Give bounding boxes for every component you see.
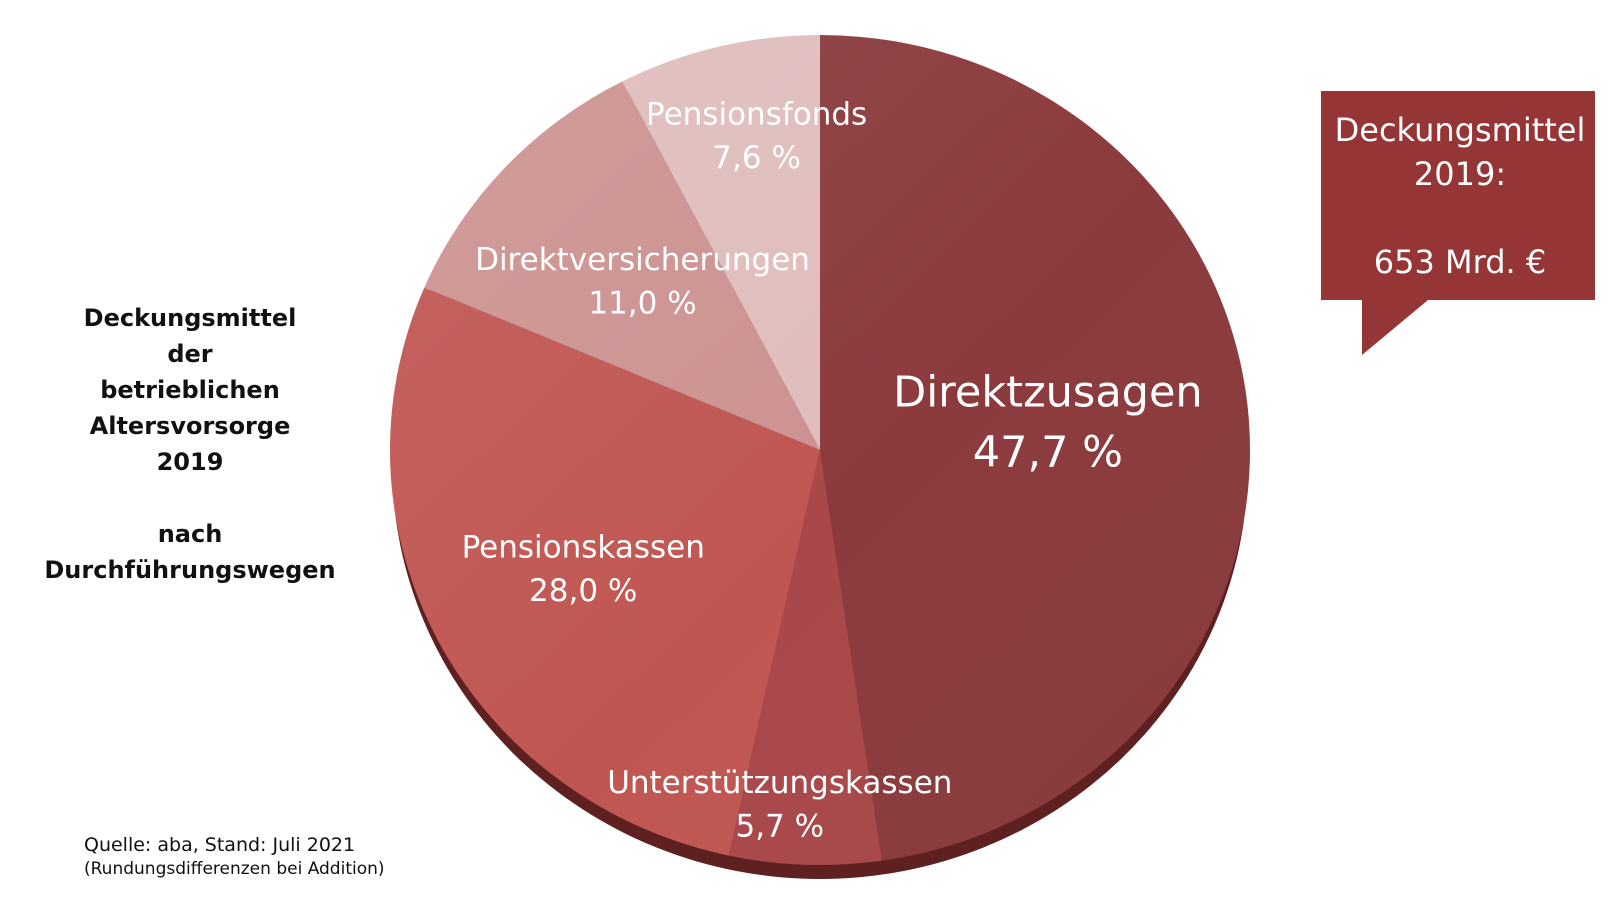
slice-label: Direktzusagen [893,367,1203,417]
slice-value-label: 47,7 % [973,428,1123,478]
side-title-line-5: 2019 [156,448,224,476]
slice-value-label: 11,0 % [588,286,696,322]
source-rounding-note: (Rundungsdifferenzen bei Addition) [84,859,385,879]
slice-value-label: 5,7 % [736,809,825,845]
pie-labels: Direktzusagen 47,7 % Unterstützungskassen 5… [462,97,1203,845]
side-title: Deckungsmittel der betrieblichen Altersv… [10,300,370,588]
callout-line-2: 2019: [1413,155,1507,193]
callout-line-3: 653 Mrd. € [1373,243,1547,281]
callout-line-1: Deckungsmittel [1334,111,1586,149]
source-main: Quelle: aba, Stand: Juli 2021 [84,834,356,856]
callout-box [1321,91,1595,355]
slice-label: Unterstützungskassen [607,765,952,801]
slice-label: Direktversicherungen [475,242,810,278]
side-subtitle: nach Durchführungswegen [44,520,336,584]
slice-value-label: 28,0 % [529,573,637,609]
callout-text: Deckungsmittel 2019: 653 Mrd. € [1325,108,1595,284]
slice-value-label: 7,6 % [712,140,801,176]
slice-label: Pensionsfonds [646,97,867,133]
side-title-line-4: Altersvorsorge [89,412,291,440]
side-title-line-1: Deckungsmittel [83,304,297,332]
side-title-line-3: betrieblichen [100,376,280,404]
side-title-line-2: der [167,340,213,368]
slice-label: Pensionskassen [462,529,705,565]
source-note: Quelle: aba, Stand: Juli 2021 (Rundungsd… [84,832,385,880]
